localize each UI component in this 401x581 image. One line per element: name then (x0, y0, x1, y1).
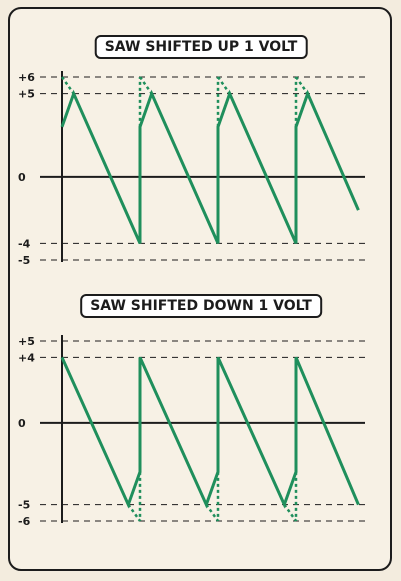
wave-dash-0-3 (294, 76, 309, 95)
wave-dash-1-0 (127, 503, 142, 522)
wave-dash-1-1 (205, 503, 220, 522)
saw-wave-0 (60, 89, 360, 244)
tick-label-0-2: 0 (18, 171, 26, 184)
tick-label-1-1: +4 (18, 351, 35, 364)
panel-title-top: SAW SHIFTED UP 1 VOLT (94, 35, 308, 59)
panel-title-bottom: SAW SHIFTED DOWN 1 VOLT (80, 294, 322, 318)
saw-wave-1 (60, 356, 360, 509)
tick-label-0-4: -5 (18, 254, 30, 267)
wave-dash-0-2 (216, 76, 231, 95)
tick-label-0-3: -4 (18, 237, 31, 250)
tick-label-1-4: -6 (18, 515, 31, 528)
wave-dash-0-1 (138, 76, 153, 95)
tick-label-1-0: +5 (18, 335, 35, 348)
tick-label-1-2: 0 (18, 417, 26, 430)
tick-label-0-0: +6 (18, 71, 35, 84)
wave-dash-0-0 (60, 76, 75, 95)
tick-label-1-3: -5 (18, 499, 30, 512)
tick-label-0-1: +5 (18, 88, 35, 101)
wave-dash-1-2 (283, 503, 298, 522)
